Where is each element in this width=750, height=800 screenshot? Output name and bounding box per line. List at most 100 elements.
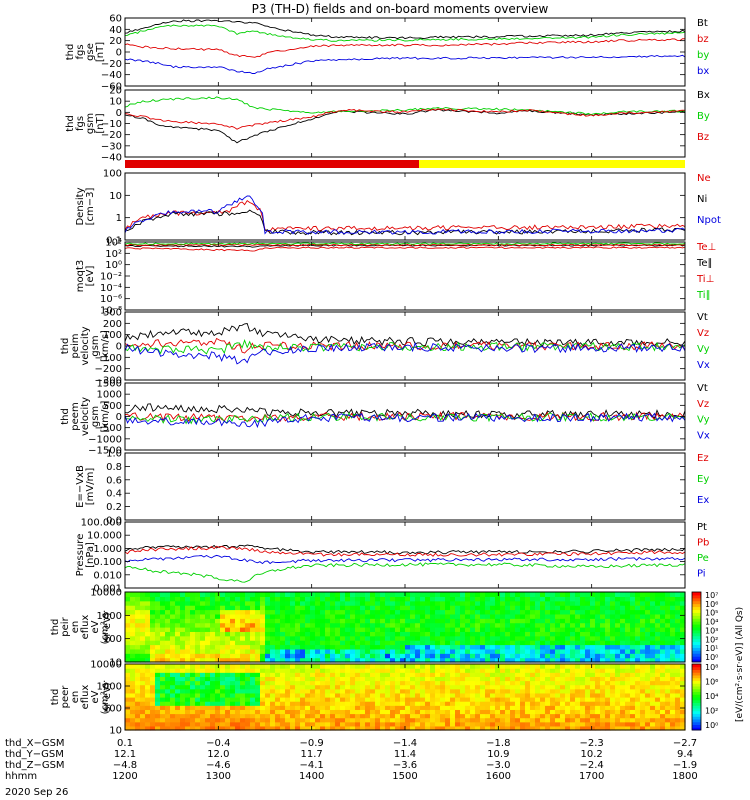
spectrogram-cell xyxy=(220,705,226,710)
spectrogram-cell xyxy=(140,640,146,646)
spectrogram-cell xyxy=(620,600,626,606)
spectrogram-cell xyxy=(235,672,241,677)
date-label: 2020 Sep 26 xyxy=(5,787,68,798)
spectrogram-cell xyxy=(225,672,231,677)
spectrogram-cell xyxy=(135,697,141,702)
spectrogram-cell xyxy=(210,592,216,597)
spectrogram-cell xyxy=(555,631,561,637)
spectrogram-cell xyxy=(430,692,436,698)
spectrogram-cell xyxy=(570,622,576,628)
spectrogram-cell xyxy=(130,676,136,682)
spectrogram-cell xyxy=(235,592,241,597)
spectrogram-cell xyxy=(420,688,426,694)
colorbar-segment xyxy=(692,621,701,625)
spectrogram-cell xyxy=(295,664,301,669)
spectrogram-cell xyxy=(210,721,216,727)
spectrogram-cell xyxy=(275,618,281,624)
spectrogram-cell xyxy=(360,705,366,710)
spectrogram-cell xyxy=(595,627,601,632)
spectrogram-cell xyxy=(180,705,186,710)
spectrogram-cell xyxy=(455,713,461,719)
spectrogram-cell xyxy=(290,688,296,694)
spectrogram-cell xyxy=(395,668,401,673)
spectrogram-cell xyxy=(250,676,256,682)
spectrogram-cell xyxy=(540,631,546,637)
spectrogram-cell xyxy=(125,668,131,673)
spectrogram-cell xyxy=(260,631,266,637)
y-tick-label: 0.001 xyxy=(93,584,122,595)
spectrogram-cell xyxy=(260,676,266,682)
spectrogram-cell xyxy=(390,725,396,731)
spectrogram-cell xyxy=(585,688,591,694)
spectrogram-cell xyxy=(300,705,306,710)
spectrogram-cell xyxy=(550,709,556,715)
spectrogram-cell xyxy=(245,697,251,702)
spectrogram-cell xyxy=(515,672,521,677)
y-tick-label: 100 xyxy=(103,704,122,715)
spectrogram-cell xyxy=(180,600,186,606)
spectrogram-cell xyxy=(370,684,376,690)
spectrogram-cell xyxy=(325,653,331,659)
x-axis-row-label: thd_Y−GSM xyxy=(5,749,64,760)
spectrogram-cell xyxy=(305,717,311,723)
spectrogram-cell xyxy=(375,725,381,731)
spectrogram-cell xyxy=(355,721,361,727)
spectrogram-cell xyxy=(240,618,246,624)
spectrogram-cell xyxy=(530,688,536,694)
spectrogram-cell xyxy=(510,592,516,597)
spectrogram-cell xyxy=(680,609,686,615)
spectrogram-cell xyxy=(150,668,156,673)
spectrogram-cell xyxy=(380,701,386,706)
spectrogram-cell xyxy=(375,680,381,686)
spectrogram-cell xyxy=(370,688,376,694)
spectrogram-cell xyxy=(190,697,196,702)
spectrogram-cell xyxy=(385,622,391,628)
y-tick-label: 200 xyxy=(103,319,122,330)
spectrogram-cell xyxy=(175,613,181,619)
spectrogram-cell xyxy=(570,680,576,686)
spectrogram-cell xyxy=(220,725,226,731)
spectrogram-cell xyxy=(230,688,236,694)
spectrogram-cell xyxy=(125,627,131,632)
spectrogram-cell xyxy=(665,721,671,727)
spectrogram-cell xyxy=(285,697,291,702)
spectrogram-cell xyxy=(195,668,201,673)
spectrogram-cell xyxy=(165,640,171,646)
spectrogram-cell xyxy=(590,631,596,637)
spectrogram-cell xyxy=(670,644,676,650)
spectrogram-cell xyxy=(315,613,321,619)
spectrogram-cell xyxy=(670,725,676,731)
spectrogram-cell xyxy=(565,635,571,641)
spectrogram-cell xyxy=(195,613,201,619)
spectrogram-cell xyxy=(410,635,416,641)
spectrogram-cell xyxy=(480,680,486,686)
spectrogram-cell xyxy=(245,640,251,646)
spectrogram-cell xyxy=(470,635,476,641)
spectrogram-cell xyxy=(335,668,341,673)
spectrogram-cell xyxy=(205,668,211,673)
spectrogram-cell xyxy=(545,609,551,615)
spectrogram-cell xyxy=(680,680,686,686)
spectrogram-cell xyxy=(355,684,361,690)
spectrogram-cell xyxy=(130,657,136,663)
spectrogram-cell xyxy=(175,609,181,615)
spectrogram-cell xyxy=(210,605,216,611)
spectrogram-cell xyxy=(500,596,506,602)
spectrogram-cell xyxy=(160,664,166,669)
spectrogram-cell xyxy=(130,631,136,637)
spectrogram-cell xyxy=(535,648,541,654)
spectrogram-cell xyxy=(455,668,461,673)
spectrogram-cell xyxy=(190,676,196,682)
spectrogram-cell xyxy=(280,692,286,698)
spectrogram-cell xyxy=(380,664,386,669)
spectrogram-cell xyxy=(390,680,396,686)
spectrogram-cell xyxy=(205,713,211,719)
spectrogram-cell xyxy=(415,609,421,615)
spectrogram-cell xyxy=(180,618,186,624)
spectrogram-cell xyxy=(380,640,386,646)
spectrogram-cell xyxy=(420,713,426,719)
colorbar-segment xyxy=(692,609,701,613)
spectrogram-cell xyxy=(370,717,376,723)
spectrogram-cell xyxy=(335,600,341,606)
spectrogram-cell xyxy=(270,705,276,710)
